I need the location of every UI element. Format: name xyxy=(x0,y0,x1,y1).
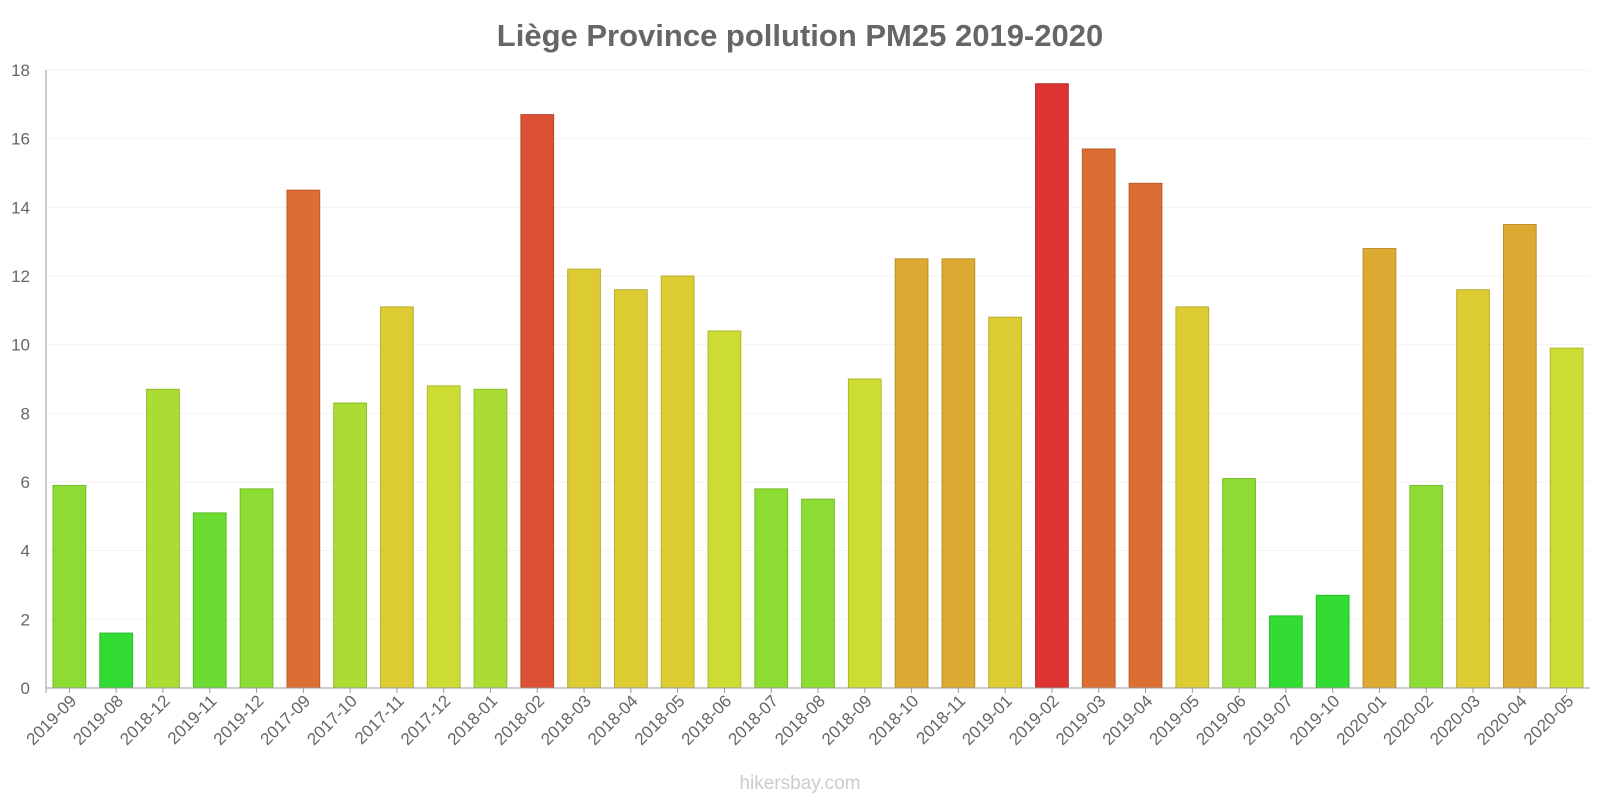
x-tick-label: 2019-05 xyxy=(1146,691,1204,749)
y-axis-ticks: 0 2 4 6 8 10 12 14 16 18 xyxy=(11,61,30,698)
bar xyxy=(1362,248,1397,689)
x-tick-label: 2017-12 xyxy=(397,691,455,749)
y-tick-label: 16 xyxy=(11,130,30,149)
bar xyxy=(99,632,134,689)
x-tick-label: 2020-05 xyxy=(1520,691,1578,749)
y-tick-label: 14 xyxy=(11,198,30,217)
y-tick-label: 0 xyxy=(21,679,30,698)
x-tick-label: 2018-06 xyxy=(678,691,736,749)
x-tick-label: 2019-03 xyxy=(1052,691,1110,749)
x-tick-label: 2019-02 xyxy=(1005,691,1063,749)
y-tick-label: 10 xyxy=(11,336,30,355)
bar xyxy=(941,258,976,689)
x-tick-label: 2018-04 xyxy=(584,691,642,749)
bar xyxy=(426,385,461,689)
x-tick-label: 2018-03 xyxy=(537,691,595,749)
bar xyxy=(146,388,180,689)
credit-watermark: hikersbay.com xyxy=(739,773,860,794)
x-tick-label: 2018-01 xyxy=(444,691,502,749)
bar xyxy=(1175,306,1210,689)
x-tick-label: 2019-01 xyxy=(958,691,1016,749)
y-tick-label: 6 xyxy=(21,473,30,492)
x-tick-label: 2018-05 xyxy=(631,691,689,749)
bar xyxy=(567,268,601,689)
bar xyxy=(801,498,835,689)
bar xyxy=(1502,224,1537,689)
bar xyxy=(847,378,882,689)
bar xyxy=(52,484,87,689)
bar xyxy=(660,275,695,689)
x-tick-label: 2019-04 xyxy=(1099,691,1157,749)
x-tick-label: 2020-02 xyxy=(1380,691,1438,749)
bar xyxy=(333,402,367,689)
x-tick-label: 2019-06 xyxy=(1192,691,1250,749)
x-tick-label: 2020-04 xyxy=(1473,691,1531,749)
bar xyxy=(1549,347,1584,689)
bar xyxy=(1128,182,1163,689)
x-tick-label: 2019-08 xyxy=(69,691,127,749)
x-axis-ticks: 2019-092019-082018-122019-112019-122017-… xyxy=(23,691,1578,749)
x-tick-label: 2018-07 xyxy=(724,691,782,749)
bar xyxy=(1315,594,1350,689)
bar xyxy=(380,306,414,689)
bar xyxy=(988,316,1023,689)
bar xyxy=(754,488,789,689)
bar xyxy=(1456,289,1490,689)
x-tick-label: 2019-12 xyxy=(210,691,268,749)
x-tick-label: 2017-11 xyxy=(351,691,408,748)
bar xyxy=(613,289,648,689)
x-tick-label: 2018-12 xyxy=(116,691,174,749)
y-tick-label: 8 xyxy=(21,404,30,423)
bar xyxy=(1081,148,1116,689)
chart-title: Liège Province pollution PM25 2019-2020 xyxy=(497,18,1103,53)
x-tick-label: 2020-03 xyxy=(1426,691,1484,749)
x-tick-label: 2019-11 xyxy=(164,691,221,748)
bar xyxy=(1035,83,1069,689)
bar xyxy=(707,330,742,689)
y-tick-label: 18 xyxy=(11,61,30,80)
x-tick-label: 2019-10 xyxy=(1286,691,1344,749)
bar xyxy=(894,258,929,689)
x-tick-label: 2018-08 xyxy=(771,691,829,749)
x-tick-label: 2019-07 xyxy=(1239,691,1297,749)
x-tick-label: 2018-02 xyxy=(491,691,549,749)
y-tick-label: 12 xyxy=(11,267,30,286)
bar xyxy=(520,114,555,689)
x-tick-label: 2017-10 xyxy=(303,691,361,749)
x-tick-label: 2018-10 xyxy=(865,691,923,749)
bar xyxy=(1269,615,1303,689)
x-tick-label: 2019-09 xyxy=(23,691,81,749)
x-tick-label: 2017-09 xyxy=(257,691,315,749)
bar xyxy=(1409,484,1444,689)
x-tick-label: 2020-01 xyxy=(1333,691,1391,749)
bar xyxy=(1222,478,1256,689)
axes xyxy=(45,70,1590,693)
bar xyxy=(473,388,508,689)
x-tick-label: 2018-09 xyxy=(818,691,876,749)
bar xyxy=(192,512,227,689)
bars xyxy=(52,83,1584,689)
y-tick-label: 4 xyxy=(21,542,30,561)
x-tick-label: 2018-11 xyxy=(913,691,970,748)
bar xyxy=(286,189,321,689)
y-tick-label: 2 xyxy=(21,610,30,629)
bar xyxy=(239,488,274,689)
